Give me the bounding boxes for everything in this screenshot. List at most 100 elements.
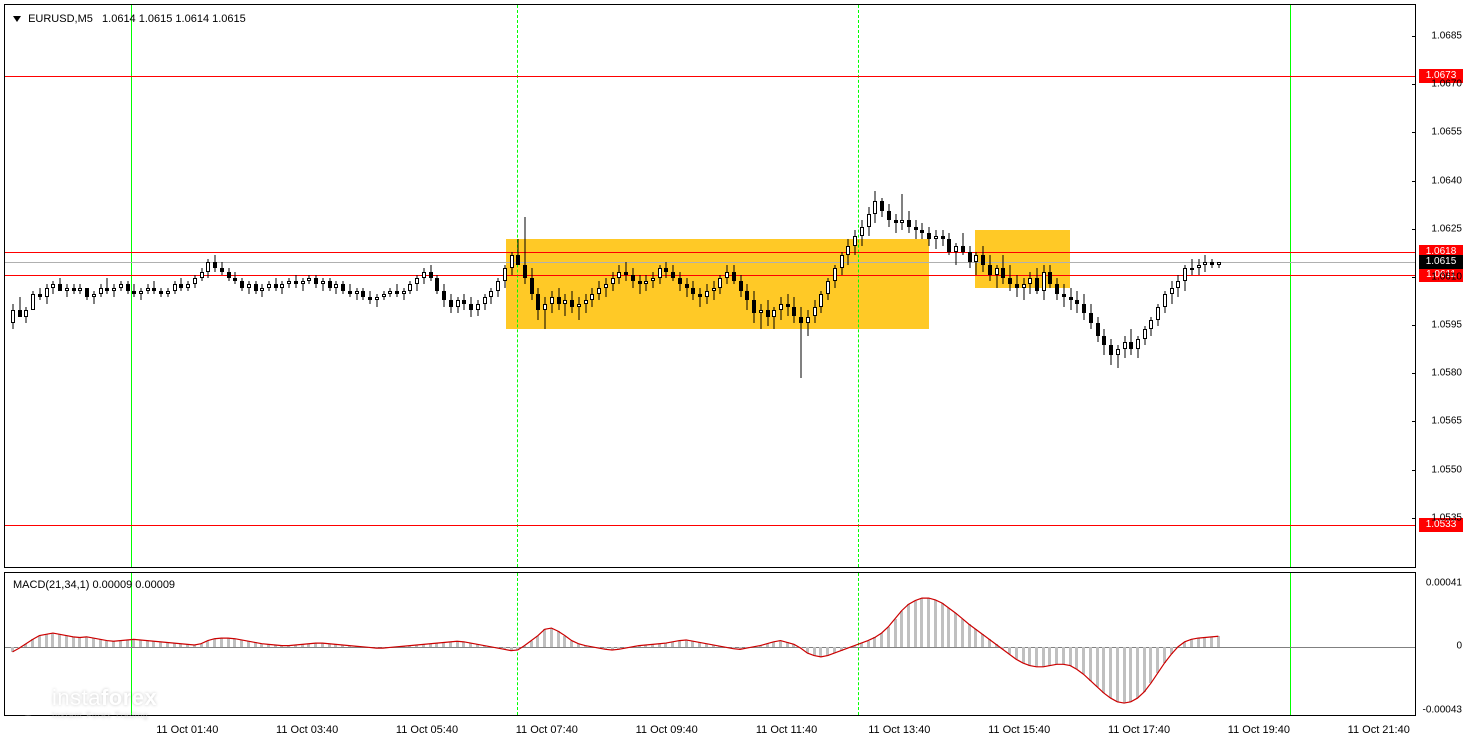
- macd-histogram-bar: [435, 643, 438, 647]
- xaxis-tick: 11 Oct 19:40: [1228, 724, 1290, 736]
- macd-histogram-bar: [334, 644, 337, 646]
- price-yaxis: 1.06851.06701.06551.06401.06251.06101.05…: [1416, 4, 1464, 568]
- macd-histogram-bar: [934, 600, 937, 647]
- xaxis-tick: 11 Oct 07:40: [516, 724, 578, 736]
- session-line-dashed: [517, 5, 518, 567]
- xaxis-tick: 11 Oct 11:40: [756, 724, 817, 736]
- macd-histogram-bar: [981, 634, 984, 646]
- macd-histogram-bar: [819, 647, 822, 657]
- macd-histogram-bar: [604, 647, 607, 649]
- macd-histogram-bar: [1048, 647, 1051, 666]
- macd-histogram-bar: [691, 641, 694, 647]
- xaxis-tick: 11 Oct 05:40: [396, 724, 458, 736]
- macd-histogram-bar: [853, 646, 856, 647]
- macd-histogram-bar: [179, 644, 182, 647]
- macd-histogram-bar: [429, 644, 432, 647]
- macd-histogram-bar: [1015, 647, 1018, 659]
- yaxis-tick: 1.0535: [1431, 512, 1462, 523]
- macd-histogram-bar: [772, 642, 775, 647]
- yaxis-tick: 1.0595: [1431, 320, 1462, 331]
- macd-panel[interactable]: MACD(21,34,1) 0.00009 0.00009: [4, 572, 1416, 716]
- macd-histogram-bar: [355, 646, 358, 647]
- yaxis-tick: 1.0610: [1431, 271, 1462, 282]
- macd-histogram-bar: [240, 640, 243, 647]
- macd-histogram-bar: [543, 629, 546, 646]
- macd-histogram-bar: [739, 647, 742, 649]
- yaxis-tick: 1.0640: [1431, 175, 1462, 186]
- support-resistance-line: [5, 525, 1415, 526]
- macd-yaxis: 0.000410-0.00043: [1416, 572, 1464, 716]
- macd-histogram-bar: [510, 647, 513, 651]
- session-line-solid: [131, 5, 132, 567]
- macd-histogram-bar: [456, 641, 459, 647]
- watermark: instaforex Instant Forex Trading: [10, 684, 157, 720]
- macd-histogram-bar: [988, 639, 991, 646]
- price-panel[interactable]: EURUSD,M5 1.0614 1.0615 1.0614 1.0615 1.…: [4, 4, 1416, 568]
- macd-histogram-bar: [1149, 647, 1152, 683]
- macd-histogram-bar: [698, 642, 701, 646]
- macd-histogram-bar: [476, 644, 479, 646]
- macd-histogram-bar: [402, 646, 405, 647]
- macd-histogram-bar: [159, 642, 162, 647]
- macd-histogram-bar: [786, 642, 789, 646]
- macd-histogram-bar: [894, 619, 897, 647]
- macd-histogram-bar: [260, 644, 263, 647]
- macd-histogram-bar: [644, 645, 647, 647]
- macd-histogram-bar: [274, 645, 277, 647]
- macd-histogram-bar: [968, 624, 971, 646]
- macd-histogram-bar: [826, 647, 829, 656]
- macd-histogram-bar: [523, 646, 526, 647]
- macd-histogram-bar: [483, 646, 486, 647]
- macd-histogram-bar: [442, 642, 445, 646]
- macd-histogram-bar: [31, 639, 34, 646]
- macd-zero-line: [5, 647, 1415, 648]
- macd-histogram-bar: [792, 644, 795, 646]
- macd-histogram-bar: [348, 646, 351, 647]
- macd-histogram-bar: [166, 642, 169, 646]
- brand-text-b: forex: [101, 685, 157, 710]
- support-resistance-line: [5, 252, 1415, 253]
- macd-histogram-bar: [954, 613, 957, 647]
- macd-histogram-bar: [570, 641, 573, 647]
- macd-histogram-bar: [725, 647, 728, 648]
- macd-histogram-bar: [563, 636, 566, 647]
- time-xaxis: 11 Oct 01:4011 Oct 03:4011 Oct 05:4011 O…: [4, 720, 1416, 746]
- macd-histogram-bar: [658, 644, 661, 647]
- macd-histogram-bar: [611, 647, 614, 650]
- brand-text-a: insta: [52, 685, 101, 710]
- xaxis-tick: 11 Oct 03:40: [276, 724, 338, 736]
- macd-histogram-bar: [1102, 647, 1105, 693]
- yaxis-tick: 1.0625: [1431, 223, 1462, 234]
- macd-histogram-bar: [18, 647, 21, 648]
- yaxis-tick: 1.0580: [1431, 368, 1462, 379]
- macd-histogram-bar: [1136, 647, 1139, 698]
- macd-histogram-bar: [254, 642, 257, 646]
- macd-histogram-bar: [58, 634, 61, 646]
- macd-histogram-bar: [1069, 647, 1072, 666]
- macd-histogram-bar: [974, 629, 977, 646]
- macd-histogram-bar: [961, 619, 964, 647]
- macd-histogram-bar: [1075, 647, 1078, 669]
- macd-histogram-bar: [867, 641, 870, 647]
- macd-histogram-bar: [887, 627, 890, 647]
- yaxis-tick: 1.0670: [1431, 79, 1462, 90]
- macd-histogram-bar: [45, 634, 48, 646]
- macd-histogram-bar: [220, 638, 223, 647]
- dropdown-triangle-icon: [13, 16, 21, 22]
- macd-histogram-bar: [11, 647, 14, 652]
- macd-histogram-bar: [92, 638, 95, 647]
- macd-histogram-bar: [233, 639, 236, 647]
- macd-histogram-bar: [779, 641, 782, 647]
- xaxis-tick: 11 Oct 17:40: [1108, 724, 1170, 736]
- macd-histogram-bar: [119, 641, 122, 647]
- macd-histogram-bar: [1116, 647, 1119, 702]
- macd-histogram-bar: [1170, 647, 1173, 654]
- macd-histogram-bar: [516, 647, 519, 650]
- macd-histogram-bar: [530, 641, 533, 647]
- macd-histogram-bar: [651, 644, 654, 646]
- macd-yaxis-tick: 0: [1456, 640, 1462, 651]
- macd-histogram-bar: [712, 645, 715, 647]
- xaxis-tick: 11 Oct 09:40: [636, 724, 698, 736]
- macd-histogram-bar: [860, 643, 863, 647]
- macd-histogram-bar: [1062, 647, 1065, 664]
